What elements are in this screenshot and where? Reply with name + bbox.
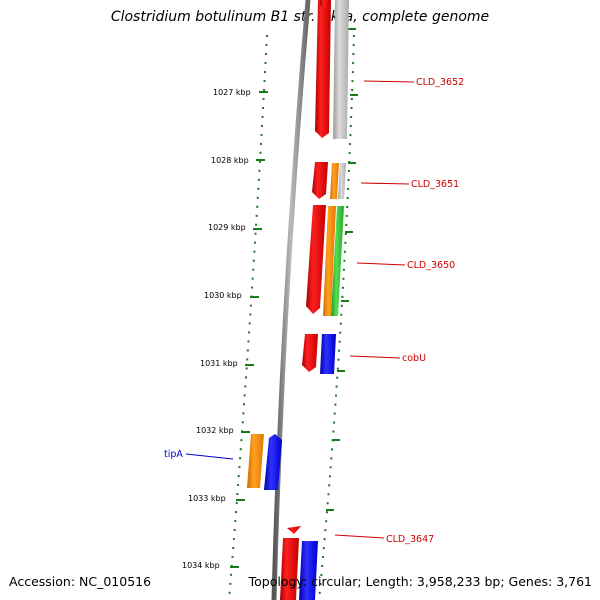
gene-label-cld-3652[interactable]: CLD_3652 [416, 77, 464, 88]
gene-label-tipa[interactable]: tipA [164, 449, 183, 460]
cds-feature-red[interactable] [312, 162, 328, 199]
scale-tick-label: 1030 kbp [204, 291, 242, 300]
leader-line [185, 453, 234, 460]
cds-feature-orange[interactable] [323, 206, 336, 316]
cds-feature-blue[interactable] [299, 541, 318, 600]
cds-feature-orange[interactable] [247, 434, 264, 488]
scale-tick-label: 1034 kbp [182, 561, 220, 570]
scale-tick-label: 1033 kbp [188, 494, 226, 503]
genome-summary-text: Topology: circular; Length: 3,958,233 bp… [248, 574, 592, 589]
scale-track [228, 34, 268, 600]
cds-feature-orange[interactable] [330, 163, 339, 199]
cds-feature-grey[interactable] [338, 163, 346, 199]
cds-feature-blue[interactable] [264, 434, 282, 490]
gene-label-cld-3650[interactable]: CLD_3650 [407, 260, 455, 271]
cds-feature-grey[interactable] [333, 0, 349, 139]
gene-label-leaders [185, 80, 415, 539]
cds-feature-red[interactable] [320, 0, 330, 10]
outer-ring-ticks [326, 28, 358, 511]
scale-ticks: 1027 kbp 1028 kbp 1029 kbp 1030 kbp 1031… [182, 88, 268, 570]
gene-label-cobu[interactable]: cobU [402, 353, 426, 364]
cds-feature-red[interactable] [287, 526, 301, 534]
cds-feature-red[interactable] [280, 538, 299, 600]
leader-line [334, 534, 385, 539]
gene-labels: CLD_3652 CLD_3651 CLD_3650 cobU tipA CLD… [164, 77, 464, 545]
scale-tick-label: 1031 kbp [200, 359, 238, 368]
outer-dotted-ring [318, 34, 355, 600]
gene-label-cld-3647[interactable]: CLD_3647 [386, 534, 434, 545]
accession-text: Accession: NC_010516 [9, 574, 152, 589]
cds-feature-red[interactable] [306, 205, 326, 314]
cds-feature-green[interactable] [331, 206, 344, 316]
gene-label-cld-3651[interactable]: CLD_3651 [411, 179, 459, 190]
leader-line [349, 355, 401, 359]
cds-feature-red[interactable] [315, 0, 331, 138]
genome-backbone [271, 0, 311, 600]
cds-feature-blue[interactable] [320, 334, 336, 374]
leader-line [363, 80, 415, 83]
scale-tick-label: 1027 kbp [213, 88, 251, 97]
leader-line [360, 182, 410, 185]
cds-feature-red[interactable] [302, 334, 318, 372]
scale-tick-label: 1028 kbp [211, 156, 249, 165]
genome-title: Clostridium botulinum B1 str. Okra, comp… [110, 9, 490, 25]
cds-features [247, 0, 349, 600]
scale-tick-label: 1029 kbp [208, 223, 246, 232]
scale-tick-label: 1032 kbp [196, 426, 234, 435]
leader-line [356, 262, 406, 266]
